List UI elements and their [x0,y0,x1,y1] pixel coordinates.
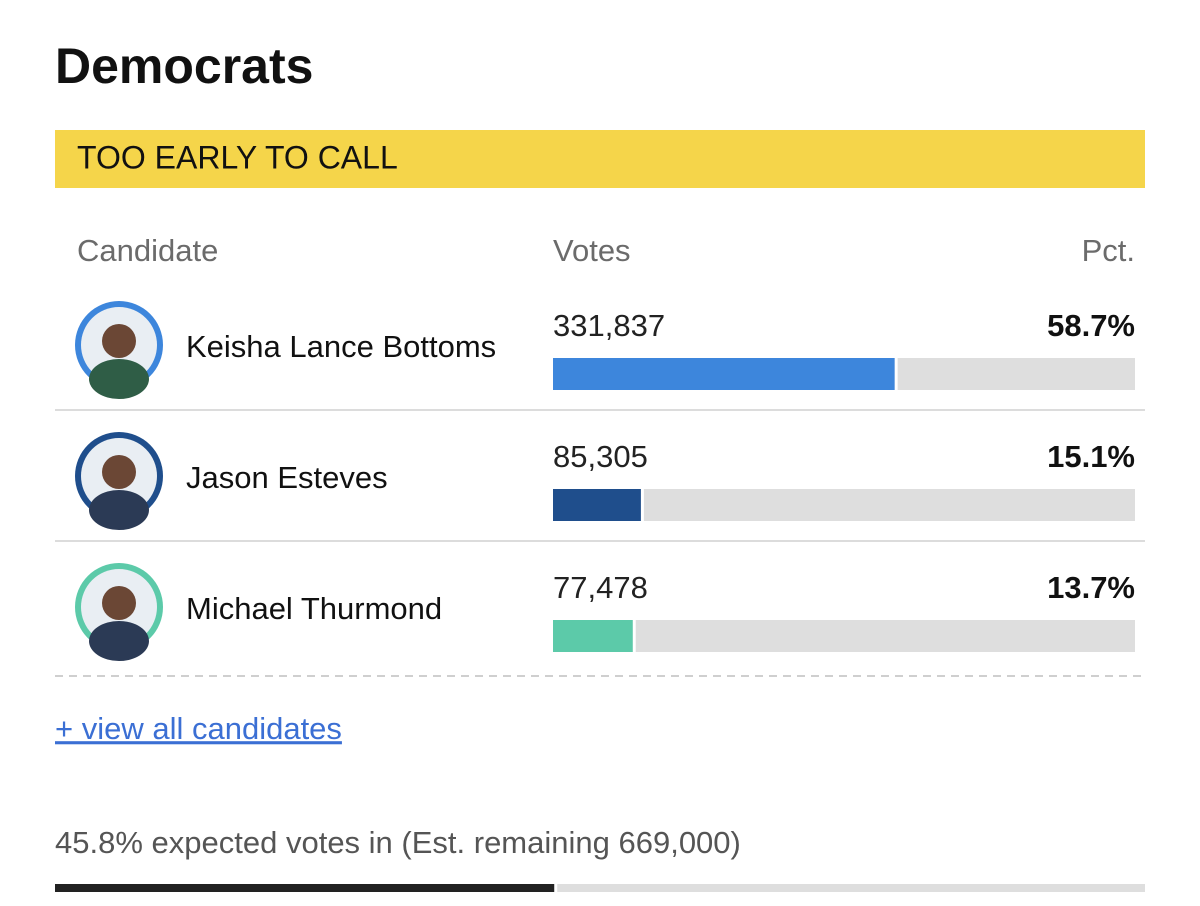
view-all-link[interactable]: + view all candidates [55,711,342,746]
column-header: Votes [553,233,631,268]
bar-track [553,620,1135,652]
pct: 58.7% [1047,308,1135,343]
avatar-body [89,490,149,530]
column-header: Candidate [77,233,218,268]
pct: 13.7% [1047,570,1135,605]
avatar-body [89,621,149,661]
status-banner [55,130,1145,188]
pct: 15.1% [1047,439,1135,474]
votes: 77,478 [553,570,648,605]
avatar-head [102,455,136,489]
avatar-head [102,324,136,358]
title: Democrats [55,38,313,94]
progress-bar [55,884,555,892]
bar [553,358,895,390]
footer-pct: 45.8% [55,825,143,860]
candidate-name: Michael Thurmond [186,591,442,626]
candidate-name: Keisha Lance Bottoms [186,329,496,364]
bar [553,620,633,652]
bar-gap [632,620,636,652]
bar-track [553,489,1135,521]
bar-gap [640,489,644,521]
bar-gap [894,358,898,390]
progress-gap [554,884,558,892]
footer-desc: expected votes in (Est. remaining 669,00… [152,825,741,860]
footer-text: 45.8% expected votes in (Est. remaining … [55,825,741,860]
bar [553,489,641,521]
avatar-body [89,359,149,399]
votes: 85,305 [553,439,648,474]
column-header: Pct. [1082,233,1135,268]
votes: 331,837 [553,308,665,343]
progress-track [55,884,1145,892]
candidate-name: Jason Esteves [186,460,388,495]
avatar-head [102,586,136,620]
status-text: TOO EARLY TO CALL [77,139,398,175]
